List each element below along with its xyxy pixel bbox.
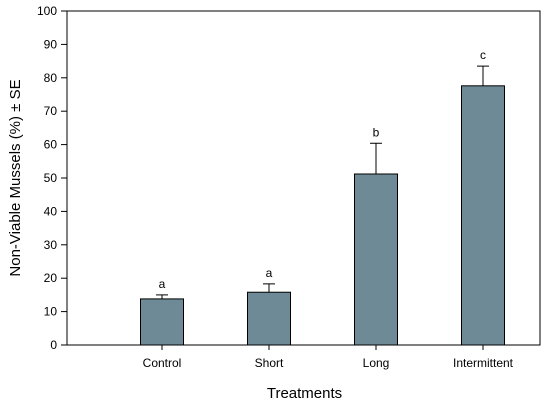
error-bars-layer (156, 65, 489, 299)
bar (247, 291, 291, 346)
x-axis-title: Treatments (267, 385, 342, 402)
significance-letter: c (480, 48, 486, 62)
y-tick-label: 30 (44, 238, 58, 252)
axes-layer (61, 10, 541, 350)
y-tick-label: 70 (44, 104, 58, 118)
significance-letter: a (159, 277, 166, 291)
bar (140, 298, 184, 346)
y-tick-label: 80 (44, 71, 58, 85)
bars-layer (140, 85, 505, 346)
y-tick-label: 100 (37, 4, 57, 18)
significance-letter: a (266, 266, 273, 280)
y-tick-label: 20 (44, 271, 58, 285)
x-tick-label: Intermittent (453, 356, 514, 370)
y-tick-label: 60 (44, 138, 58, 152)
bar (354, 173, 398, 346)
y-tick-label: 90 (44, 37, 58, 51)
y-tick-label: 50 (44, 171, 58, 185)
x-tick-label: Short (255, 356, 284, 370)
y-tick-label: 10 (44, 305, 58, 319)
tick-labels-layer: 0 10 20 30 40 50 60 70 80 90 100 Control Short Long In… (37, 4, 514, 370)
significance-letter: b (373, 125, 380, 139)
y-tick-label: 0 (50, 338, 57, 352)
y-axis-title: Non-Viable Mussels (%) ± SE (7, 79, 24, 276)
bar (461, 85, 505, 346)
x-tick-label: Long (363, 356, 390, 370)
y-tick-label: 40 (44, 204, 58, 218)
x-tick-label: Control (143, 356, 182, 370)
significance-letters-layer: a a b c (159, 48, 486, 291)
